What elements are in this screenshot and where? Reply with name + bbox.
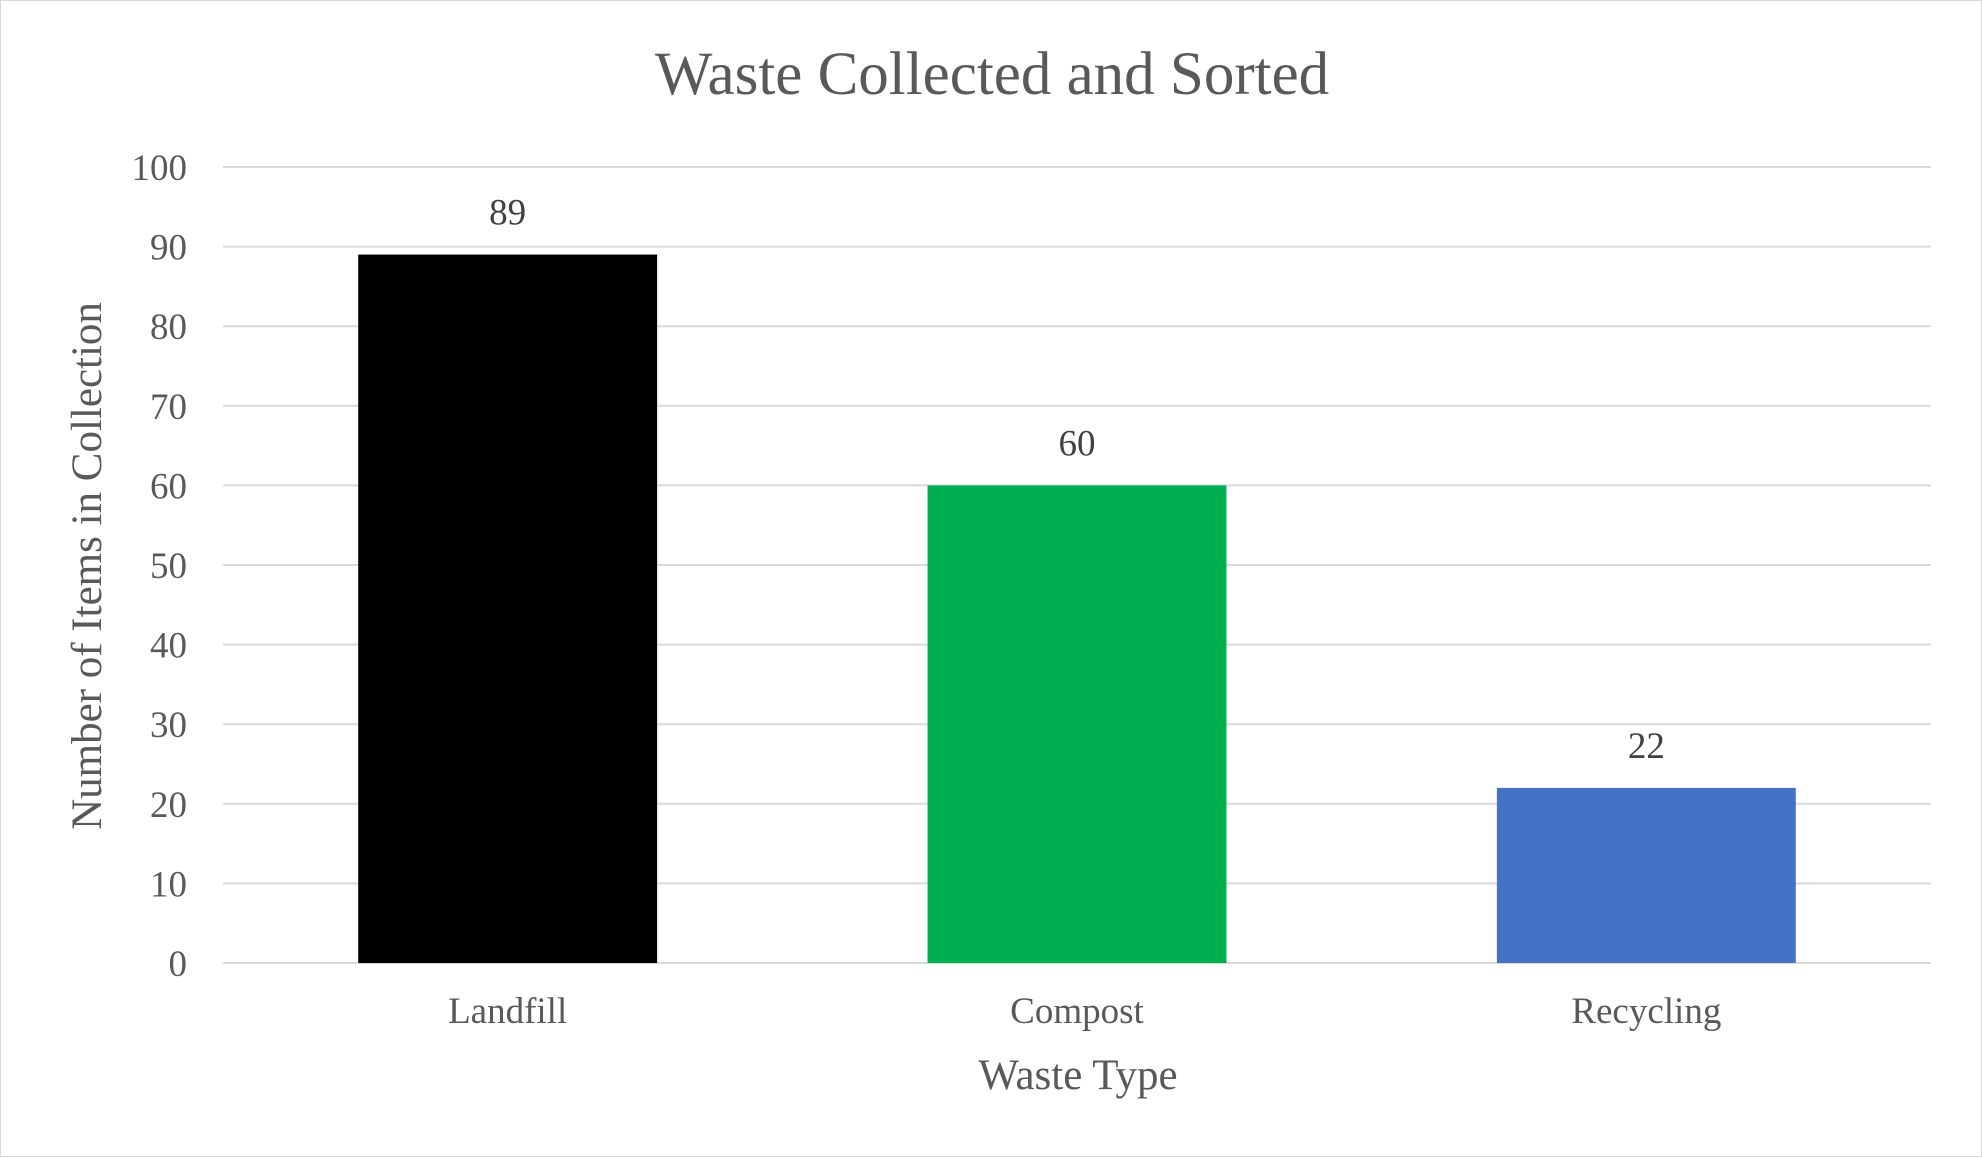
x-axis-title: Waste Type xyxy=(978,1052,1177,1099)
bars xyxy=(358,254,1796,963)
y-tick-label: 10 xyxy=(150,864,187,905)
y-axis-title: Number of Items in Collection xyxy=(64,302,111,830)
y-tick-label: 90 xyxy=(150,228,187,269)
bar-landfill xyxy=(358,254,658,963)
bar-compost xyxy=(927,485,1227,963)
x-tick-label-compost: Compost xyxy=(1010,991,1144,1032)
y-tick-label: 20 xyxy=(150,785,187,826)
y-tick-label: 30 xyxy=(150,705,187,746)
y-tick-label: 40 xyxy=(150,626,187,667)
data-label-landfill: 89 xyxy=(489,193,526,234)
x-tick-label-landfill: Landfill xyxy=(448,991,567,1032)
y-axis-ticks: 0 10 20 30 40 50 60 70 80 90 100 xyxy=(132,148,188,985)
chart-title: Waste Collected and Sorted xyxy=(655,41,1329,108)
bar-recycling xyxy=(1496,787,1796,963)
x-axis-ticks: Landfill Compost Recycling xyxy=(448,991,1721,1032)
data-label-recycling: 22 xyxy=(1628,726,1665,767)
y-tick-label: 80 xyxy=(150,307,187,348)
x-tick-label-recycling: Recycling xyxy=(1571,991,1721,1032)
y-tick-label: 100 xyxy=(132,148,188,189)
y-tick-label: 50 xyxy=(150,546,187,587)
data-labels: 89 60 22 xyxy=(489,193,1665,767)
y-tick-label: 0 xyxy=(169,944,188,985)
y-tick-label: 60 xyxy=(150,466,187,507)
data-label-compost: 60 xyxy=(1059,423,1096,464)
y-tick-label: 70 xyxy=(150,387,187,428)
